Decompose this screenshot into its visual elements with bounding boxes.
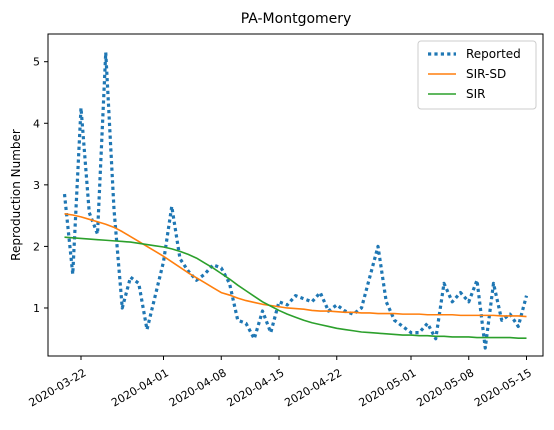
series-line-sir-sd: [64, 212, 527, 318]
x-tick-label: 2020-04-22: [282, 366, 344, 409]
legend-label-sir: SIR: [466, 87, 486, 101]
x-tick-label: 2020-05-08: [414, 366, 476, 409]
x-tick-label: 2020-05-15: [472, 366, 534, 409]
x-tick-label: 2020-04-01: [109, 366, 171, 409]
y-axis-title: Reproduction Number: [9, 129, 23, 261]
plot-frame: [47, 33, 544, 357]
series-line-sir: [64, 236, 527, 339]
series-line-reported: [62, 50, 529, 350]
chart-title: PA-Montgomery: [241, 11, 352, 27]
x-tick-label: 2020-05-01: [357, 366, 419, 409]
x-tick-label: 2020-04-08: [167, 366, 229, 409]
y-tick-label: 2: [33, 240, 40, 253]
legend-label-reported: Reported: [466, 47, 521, 61]
y-tick-label: 3: [33, 179, 40, 192]
legend-box: [417, 40, 537, 110]
legend-label-sir-sd: SIR-SD: [466, 67, 506, 81]
y-tick-label: 5: [33, 56, 40, 69]
y-tick-label: 4: [33, 117, 40, 130]
y-tick-label: 1: [33, 302, 40, 315]
legend: Reported SIR-SD SIR: [417, 40, 537, 110]
x-tick-label: 2020-03-22: [27, 366, 89, 409]
plot-area: [62, 50, 529, 350]
x-tick-label: 2020-04-15: [225, 366, 287, 409]
